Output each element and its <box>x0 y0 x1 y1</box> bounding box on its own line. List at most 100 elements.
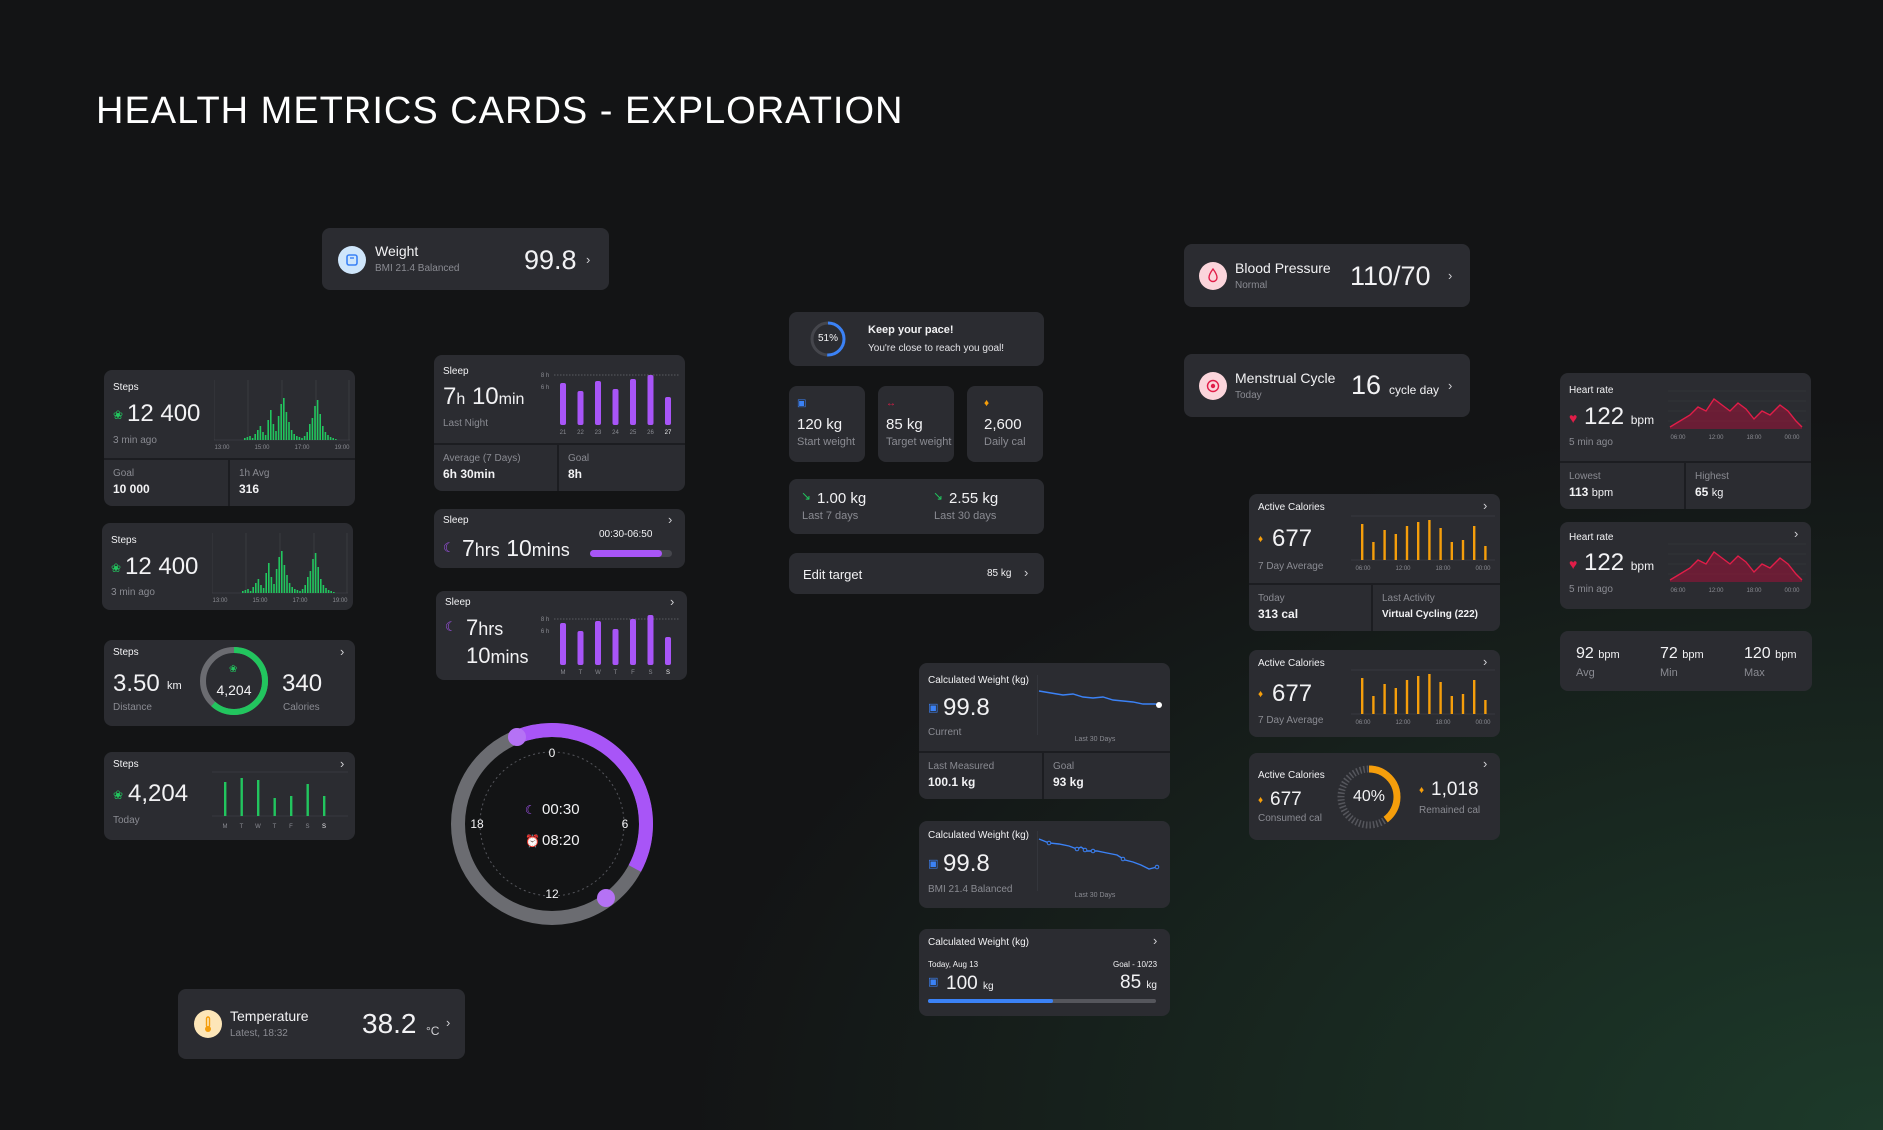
calc-weight-value: 99.8 <box>943 694 990 721</box>
active-calories-card-ring[interactable]: Active Calories › ♦ 677 Consumed cal 40%… <box>1249 753 1500 840</box>
steps-bar <box>249 436 251 440</box>
sleep-range: 00:30-06:50 <box>599 529 653 540</box>
calories-bar <box>1484 700 1487 714</box>
pace-card[interactable]: 51% Keep your pace! You're close to reac… <box>789 312 1044 366</box>
edit-target-button[interactable]: Edit target 85 kg › <box>789 553 1044 594</box>
temperature-card[interactable]: Temperature Latest, 18:32 38.2 °C › <box>178 989 465 1059</box>
dial-label-6: 6 <box>622 817 629 831</box>
calc-weight-card-progress[interactable]: Calculated Weight (kg) › Today, Aug 13 G… <box>919 929 1170 1016</box>
max-label: Max <box>1744 667 1765 679</box>
calories-bar <box>1417 676 1420 714</box>
x-tick-label: 00:00 <box>1475 566 1491 572</box>
calories-bar <box>1439 682 1442 714</box>
chevron-right-icon[interactable]: › <box>1794 526 1799 541</box>
steps-bar <box>270 577 273 593</box>
page-title: HEALTH METRICS CARDS - EXPLORATION <box>96 90 904 132</box>
steps-bar <box>259 426 262 440</box>
sleep-bar <box>577 391 584 425</box>
sleep-bar <box>665 397 671 425</box>
avg-value: 316 <box>239 482 260 496</box>
weight-point <box>1082 847 1088 853</box>
sleep-card-bar[interactable]: Sleep › ☾ 7hrs 10mins 00:30-06:50 <box>434 509 685 568</box>
steps-bar <box>319 414 321 440</box>
sleep-avg-label: Average (7 Days) <box>443 453 521 464</box>
dial-label-0: 0 <box>549 746 556 760</box>
x-tick-label: 18:00 <box>1746 435 1762 441</box>
sleep-sub: Last Night <box>443 418 489 429</box>
active-calories-card-compact[interactable]: Active Calories › ♦ 677 7 Day Average 06… <box>1249 650 1500 737</box>
sleep-bar <box>577 631 584 665</box>
heart-rate-card-detailed[interactable]: Heart rate ♥ 122 bpm 5 min ago 06:00 12:0… <box>1560 373 1811 509</box>
active-calories-card-detailed[interactable]: Active Calories › ♦ 677 7 Day Average 06… <box>1249 494 1500 631</box>
chevron-right-icon[interactable]: › <box>340 756 345 771</box>
weight-progress-fill <box>928 999 1054 1003</box>
chevron-right-icon[interactable]: › <box>340 644 345 659</box>
steps-bar <box>283 565 286 593</box>
steps-bar <box>254 434 256 440</box>
menstrual-cycle-card[interactable]: Menstrual Cycle Today 16 cycle day › <box>1184 354 1470 417</box>
steps-bar <box>252 587 254 593</box>
calories-bar <box>1473 680 1476 714</box>
chevron-right-icon[interactable]: › <box>1483 498 1488 513</box>
heart-rate-card-compact[interactable]: Heart rate › ♥ 122 bpm 5 min ago 06:00 12… <box>1560 522 1811 609</box>
weight-trend-chart: Last 30 Days <box>1037 675 1162 743</box>
x-tick-label: 12:00 <box>1395 566 1411 572</box>
x-tick-label: 06:00 <box>1670 435 1686 441</box>
pace-percent: 51% <box>817 333 838 344</box>
sleep-bar <box>630 619 636 665</box>
steps-bar <box>329 437 332 440</box>
weight-point <box>1090 848 1096 854</box>
calories-value: 340 <box>282 670 323 697</box>
chevron-right-icon[interactable]: › <box>668 512 673 527</box>
steps-bar <box>286 575 288 593</box>
calories-bar <box>1383 530 1386 560</box>
chevron-right-icon[interactable]: › <box>670 594 675 609</box>
sleep-weekly-chart: 8 h 6 h 21 22 23 24 25 26 27 <box>541 373 680 436</box>
last-measured-value: 100.1 kg <box>928 775 976 789</box>
sleep-card-weekly[interactable]: Sleep › ☾ 7hrs 10mins 8 h 6 h M T W T F S S <box>436 591 687 680</box>
y-tick-label: 8 h <box>541 617 549 623</box>
avg-value: 92 bpm <box>1576 645 1620 662</box>
dial-label-18: 18 <box>470 817 484 831</box>
steps-card-ring[interactable]: Steps › 3.50 km Distance ❀ 4,204 340 Cal… <box>104 640 355 726</box>
sleep-card-detailed[interactable]: Sleep 7h 10min Last Night 8 h 6 h 21 22 23 24… <box>434 355 685 491</box>
x-tick-label: 15:00 <box>252 598 268 604</box>
day-label: F <box>289 824 293 830</box>
steps-card-weekly[interactable]: Steps › ❀ 4,204 Today M T W T F S S <box>104 752 355 840</box>
calories-bar <box>1361 678 1364 714</box>
active-cal-value: 677 <box>1272 680 1313 707</box>
steps-bar <box>296 436 298 440</box>
steps-label: Steps <box>113 382 139 393</box>
chevron-right-icon[interactable]: › <box>1483 654 1488 669</box>
blood-pressure-card[interactable]: Blood Pressure Normal 110/70 › <box>1184 244 1470 307</box>
heart-rate-line <box>1669 397 1803 428</box>
today-label: Today <box>1258 593 1285 604</box>
steps-value: 12 400 <box>127 400 201 427</box>
steps-card-compact[interactable]: Steps ❀ 12 400 3 min ago 13:00 15:00 17:00… <box>102 523 353 610</box>
steps-bar <box>265 573 267 593</box>
steps-bar <box>262 432 264 440</box>
steps-bar <box>322 426 324 440</box>
wake-value: 08:20 <box>542 832 580 849</box>
x-tick-label: S <box>648 670 652 676</box>
weight-card[interactable]: Weight BMI 21.4 Balanced 99.8 › <box>322 228 609 290</box>
min-value: 72 bpm <box>1660 645 1704 662</box>
steps-value: 4,204 <box>128 780 189 807</box>
cycle-icon <box>1199 372 1227 400</box>
steps-bar <box>301 438 303 440</box>
steps-bar <box>288 422 290 440</box>
chevron-right-icon[interactable]: › <box>1483 756 1488 771</box>
calc-weight-card-detailed[interactable]: Calculated Weight (kg) ▣ 99.8 Current La… <box>919 663 1170 799</box>
calc-weight-card-compact[interactable]: Calculated Weight (kg) ▣ 99.8 BMI 21.4 B… <box>919 821 1170 908</box>
x-tick-label: 00:00 <box>1784 588 1800 594</box>
chevron-right-icon[interactable]: › <box>1153 933 1158 948</box>
sleep-bar <box>612 629 619 665</box>
bp-label: Blood Pressure <box>1235 260 1331 276</box>
chevron-right-icon: › <box>446 1015 451 1030</box>
steps-bar <box>317 567 319 593</box>
steps-card-detailed[interactable]: Steps ❀ 12 400 3 min ago 13:00 15:00 17:00… <box>104 370 355 506</box>
sleep-avg-value: 6h 30min <box>443 467 496 481</box>
weight-point <box>1120 856 1126 862</box>
calories-bar <box>1372 696 1375 714</box>
calories-bar <box>1394 688 1397 714</box>
